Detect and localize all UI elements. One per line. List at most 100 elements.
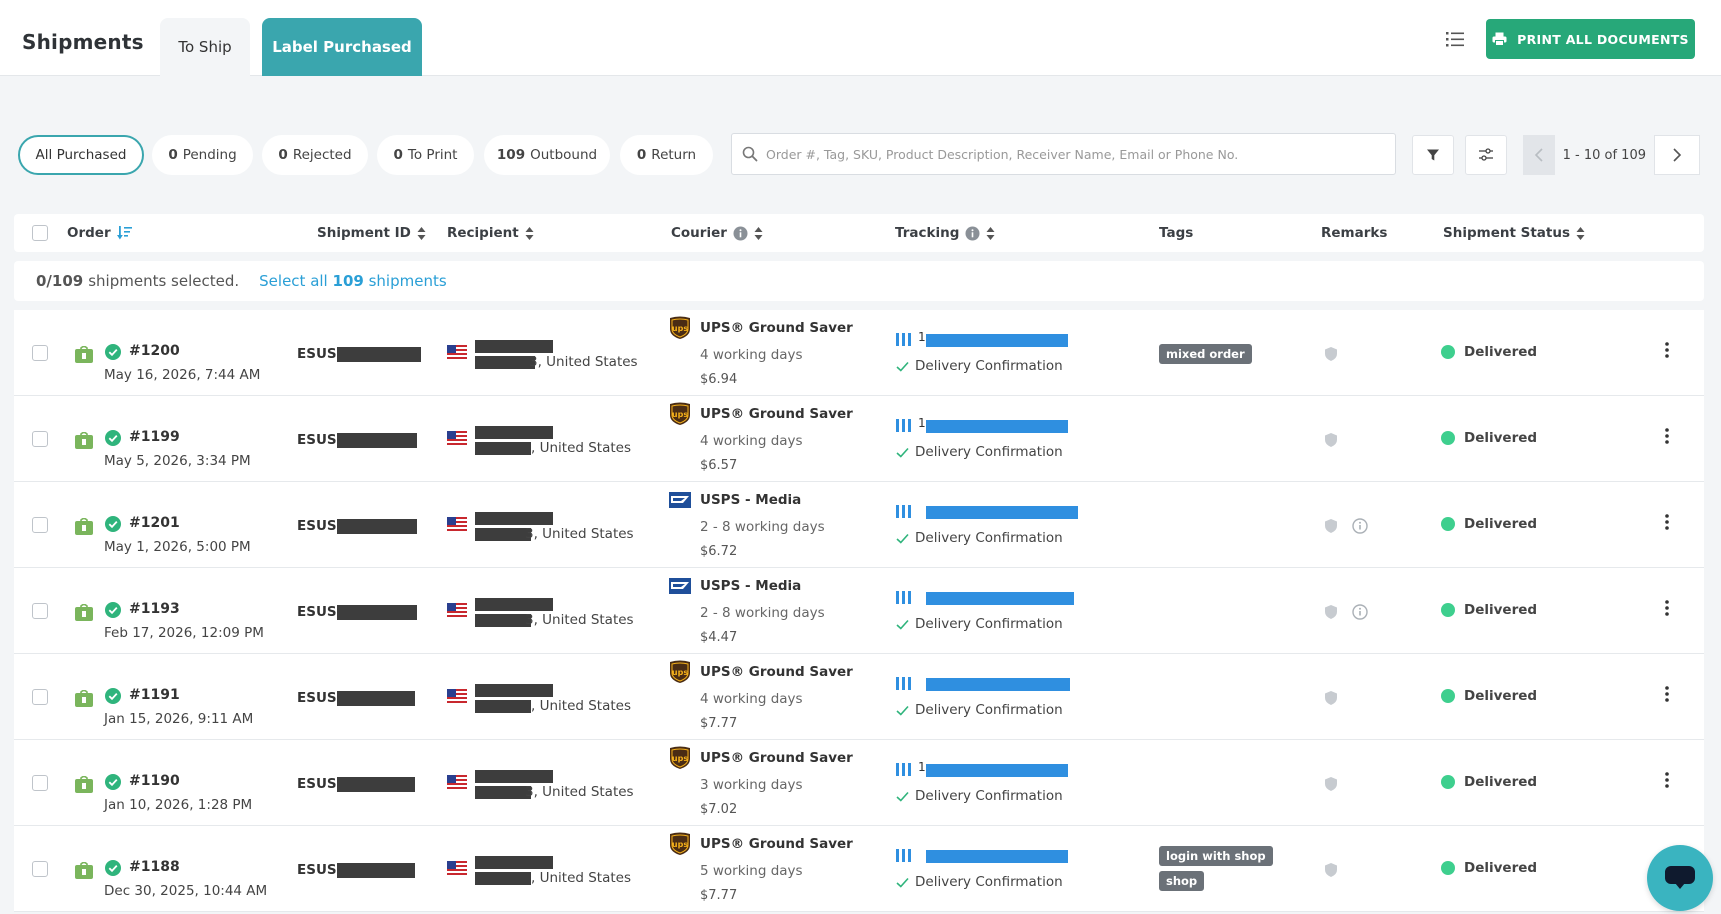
info-icon[interactable] bbox=[1352, 518, 1368, 534]
remark-shield-icon[interactable] bbox=[1323, 862, 1339, 878]
row-checkbox[interactable] bbox=[32, 861, 48, 877]
courier-name: UPS® Ground Saver bbox=[700, 320, 853, 336]
tracking-number-link[interactable] bbox=[926, 678, 1070, 691]
info-icon[interactable] bbox=[965, 226, 980, 241]
tracking-number-link[interactable] bbox=[926, 334, 1068, 347]
search-input[interactable] bbox=[766, 146, 1395, 162]
prev-page-button[interactable] bbox=[1523, 135, 1555, 175]
filter-return[interactable]: 0 Return bbox=[620, 135, 713, 175]
order-number[interactable]: #1201 bbox=[129, 515, 180, 531]
row-checkbox[interactable] bbox=[32, 689, 48, 705]
filter-pending[interactable]: 0 Pending bbox=[152, 135, 253, 175]
row-actions-menu[interactable] bbox=[1659, 768, 1675, 792]
column-order[interactable]: Order bbox=[67, 225, 133, 241]
tracking-number-link[interactable] bbox=[926, 850, 1068, 863]
filter-count: 0 bbox=[168, 147, 178, 163]
info-icon[interactable] bbox=[1352, 604, 1368, 620]
info-icon[interactable] bbox=[733, 226, 748, 241]
shipment-status: Delivered bbox=[1441, 688, 1537, 704]
tracking-number-link[interactable] bbox=[926, 420, 1068, 433]
delivery-confirmation: Delivery Confirmation bbox=[896, 358, 1063, 374]
recipient-country: , United States bbox=[531, 698, 631, 714]
tracking-number-link[interactable] bbox=[926, 506, 1078, 519]
order-date: May 16, 2026, 7:44 AM bbox=[104, 367, 261, 383]
select-all-link[interactable]: Select all 109 shipments bbox=[259, 272, 447, 290]
check-icon bbox=[896, 705, 909, 716]
filter-button[interactable] bbox=[1412, 135, 1454, 175]
row-checkbox[interactable] bbox=[32, 775, 48, 791]
order-number[interactable]: #1191 bbox=[129, 687, 180, 703]
table-row[interactable]: #1188 Dec 30, 2025, 10:44 AM ESUS , United … bbox=[14, 826, 1704, 912]
remark-shield-icon[interactable] bbox=[1323, 776, 1339, 792]
svg-text:ups: ups bbox=[672, 840, 688, 849]
ups-logo-icon: ups bbox=[670, 832, 690, 855]
chat-icon bbox=[1665, 866, 1695, 889]
remark-shield-icon[interactable] bbox=[1323, 432, 1339, 448]
table-row[interactable]: #1200 May 16, 2026, 7:44 AM ESUS 3, United … bbox=[14, 310, 1704, 396]
shipment-id: ESUS bbox=[297, 690, 415, 706]
table-row[interactable]: #1201 May 1, 2026, 5:00 PM ESUS 3, United S… bbox=[14, 482, 1704, 568]
svg-text:ups: ups bbox=[672, 410, 688, 419]
tag-badge[interactable]: mixed order bbox=[1159, 344, 1252, 364]
tag-badge[interactable]: shop bbox=[1159, 871, 1205, 891]
shopify-bag-icon bbox=[75, 432, 93, 449]
table-row[interactable]: #1191 Jan 15, 2026, 9:11 AM ESUS , United S… bbox=[14, 654, 1704, 740]
list-view-button[interactable] bbox=[1440, 26, 1470, 52]
check-circle-icon bbox=[105, 602, 121, 618]
select-all-checkbox[interactable] bbox=[32, 225, 48, 241]
row-actions-menu[interactable] bbox=[1659, 338, 1675, 362]
check-circle-icon bbox=[105, 516, 121, 532]
remark-shield-icon[interactable] bbox=[1323, 604, 1339, 620]
tab-to-ship[interactable]: To Ship bbox=[160, 18, 250, 76]
row-checkbox[interactable] bbox=[32, 603, 48, 619]
filter-rejected[interactable]: 0 Rejected bbox=[262, 135, 368, 175]
filter-outbound[interactable]: 109 Outbound bbox=[484, 135, 610, 175]
filter-to-print[interactable]: 0 To Print bbox=[377, 135, 474, 175]
row-checkbox[interactable] bbox=[32, 345, 48, 361]
table-row[interactable]: #1190 Jan 10, 2026, 1:28 PM ESUS 3, United … bbox=[14, 740, 1704, 826]
column-recipient[interactable]: Recipient bbox=[447, 225, 534, 241]
table-row[interactable]: #1193 Feb 17, 2026, 12:09 PM ESUS 3, United… bbox=[14, 568, 1704, 654]
remark-shield-icon[interactable] bbox=[1323, 346, 1339, 362]
check-circle-icon bbox=[105, 430, 121, 446]
column-shipment-status[interactable]: Shipment Status bbox=[1443, 225, 1585, 241]
column-shipment-id[interactable]: Shipment ID bbox=[317, 225, 426, 241]
order-number[interactable]: #1200 bbox=[129, 343, 180, 359]
courier-days: 3 working days bbox=[700, 777, 803, 793]
row-actions-menu[interactable] bbox=[1659, 682, 1675, 706]
order-number[interactable]: #1188 bbox=[129, 859, 180, 875]
select-all-suffix: shipments bbox=[368, 272, 447, 290]
next-page-button[interactable] bbox=[1654, 135, 1700, 175]
column-remarks: Remarks bbox=[1321, 225, 1387, 241]
column-tracking[interactable]: Tracking bbox=[895, 225, 995, 241]
courier-days: 4 working days bbox=[700, 347, 803, 363]
redacted-recipient-name bbox=[475, 856, 553, 869]
chat-button[interactable] bbox=[1647, 845, 1713, 911]
order-number[interactable]: #1193 bbox=[129, 601, 180, 617]
column-settings-button[interactable] bbox=[1465, 135, 1507, 175]
row-actions-menu[interactable] bbox=[1659, 596, 1675, 620]
order-number[interactable]: #1190 bbox=[129, 773, 180, 789]
row-checkbox[interactable] bbox=[32, 431, 48, 447]
row-checkbox[interactable] bbox=[32, 517, 48, 533]
tab-label-purchased[interactable]: Label Purchased bbox=[262, 18, 422, 76]
recipient-address: 3, United States bbox=[475, 612, 634, 628]
table-row[interactable]: #1199 May 5, 2026, 3:34 PM ESUS , United St… bbox=[14, 396, 1704, 482]
remark-shield-icon[interactable] bbox=[1323, 690, 1339, 706]
tag-badge[interactable]: login with shop bbox=[1159, 846, 1273, 866]
order-number[interactable]: #1199 bbox=[129, 429, 180, 445]
courier-name: UPS® Ground Saver bbox=[700, 836, 853, 852]
row-actions-menu[interactable] bbox=[1659, 510, 1675, 534]
column-order-label: Order bbox=[67, 225, 111, 241]
redacted-block bbox=[336, 862, 415, 878]
print-all-documents-button[interactable]: PRINT ALL DOCUMENTS bbox=[1486, 19, 1695, 59]
tracking-number-link[interactable] bbox=[926, 592, 1074, 605]
tracking-number-link[interactable] bbox=[926, 764, 1068, 777]
status-dot bbox=[1441, 431, 1455, 445]
column-courier[interactable]: Courier bbox=[671, 225, 763, 241]
filter-all-purchased[interactable]: All Purchased bbox=[18, 135, 144, 175]
filter-label: Rejected bbox=[292, 147, 352, 163]
remark-shield-icon[interactable] bbox=[1323, 518, 1339, 534]
status-label: Delivered bbox=[1464, 344, 1538, 360]
row-actions-menu[interactable] bbox=[1659, 424, 1675, 448]
